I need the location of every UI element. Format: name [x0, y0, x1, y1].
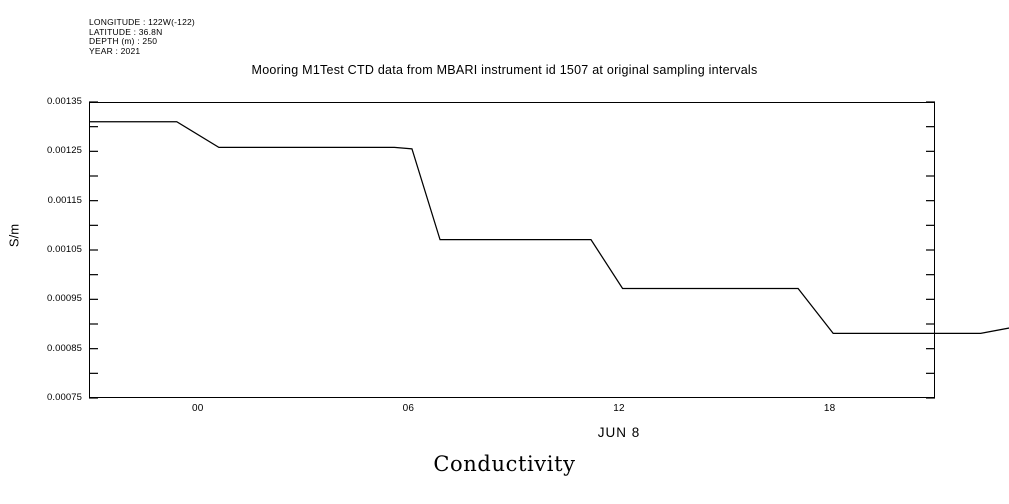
- y-tick-label: 0.00105: [46, 244, 82, 255]
- metadata-longitude: LONGITUDE : 122W(-122): [89, 17, 195, 27]
- x-tick-label: 00: [191, 403, 204, 414]
- chart-title: Mooring M1Test CTD data from MBARI instr…: [251, 63, 758, 77]
- metadata-year: YEAR : 2021: [89, 45, 141, 56]
- x-tick-label: 18: [823, 403, 836, 414]
- x-axis-tick-labels: 000612180006121800061218: [0, 403, 1009, 419]
- y-tick-label: 0.00135: [46, 96, 82, 107]
- y-tick-label: 0.00085: [46, 342, 82, 354]
- axis-ticks: [89, 101, 935, 399]
- metadata-block: LONGITUDE : 122W(-122) LATITUDE : 36.8N …: [89, 17, 195, 56]
- x-tick-label: 12: [613, 403, 625, 414]
- day-label: JUN 8: [597, 425, 641, 440]
- y-tick-label: 0.00075: [46, 392, 82, 403]
- x-tick-label: 06: [402, 403, 415, 414]
- metadata-latitude: LATITUDE : 36.8N: [89, 26, 163, 37]
- plot-bottom-title: Conductivity: [433, 452, 576, 476]
- y-tick-label: 0.00125: [46, 145, 82, 157]
- series-line: [89, 121, 1009, 334]
- data-series-group: [89, 121, 1009, 334]
- y-tick-label: 0.00095: [46, 293, 82, 305]
- metadata-depth: DEPTH (m) : 250: [89, 36, 158, 47]
- y-axis-tick-labels: 0.00135 0.00125 0.00115 0.00105 0.00095 0.000…: [8, 96, 82, 403]
- plot-area: [89, 101, 1009, 399]
- y-tick-label: 0.00115: [47, 194, 82, 206]
